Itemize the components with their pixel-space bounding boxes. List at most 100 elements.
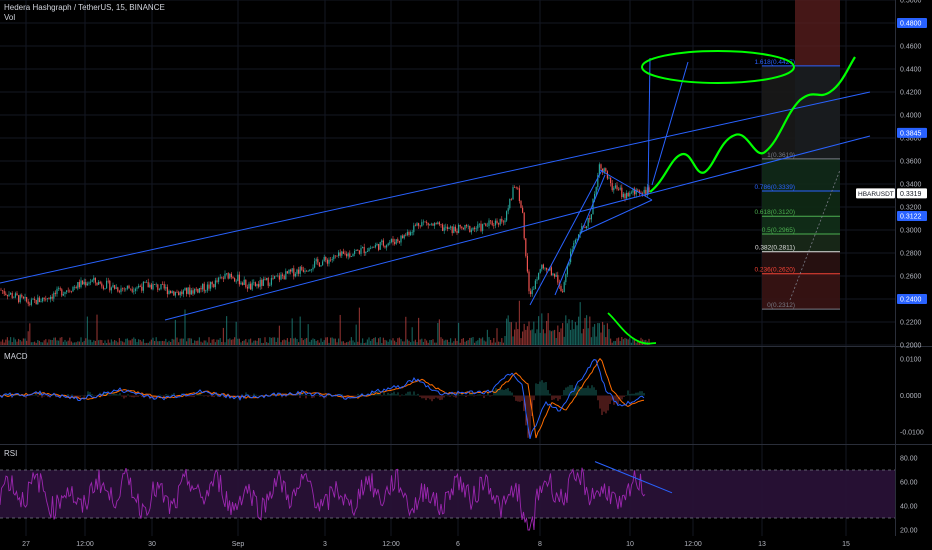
macd-histogram-bar — [117, 394, 119, 396]
macd-histogram-bar — [141, 395, 143, 397]
measured-move-line — [647, 57, 651, 196]
candle-body — [118, 291, 120, 293]
price-series — [0, 162, 650, 307]
macd-histogram-bar — [189, 395, 191, 397]
volume-bar — [48, 339, 50, 345]
volume-bar — [560, 328, 562, 345]
volume-bar — [344, 342, 346, 345]
volume-bar — [326, 337, 328, 345]
time-axis[interactable]: 27 12:00 30 Sep 3 12:00 6 8 10 12:00 13 15 — [22, 541, 850, 548]
volume-bar — [2, 339, 4, 345]
price-tick-label: 0.3800 — [900, 136, 922, 143]
volume-bar — [437, 323, 439, 345]
time-tick-label: 8 — [538, 541, 542, 548]
volume-bar — [515, 322, 517, 345]
macd-histogram-bar — [573, 388, 575, 396]
candle-body — [386, 245, 388, 248]
candle-body — [432, 223, 434, 226]
candle-body — [501, 218, 503, 222]
candle-body — [77, 282, 79, 289]
macd-histogram-bar — [549, 393, 551, 396]
candle-body — [469, 225, 471, 233]
candle-body — [131, 289, 133, 292]
candle-body — [338, 252, 340, 257]
macd-histogram-bar — [309, 395, 311, 396]
current-price-box — [897, 188, 927, 199]
candle-body — [149, 284, 151, 288]
volume-bar — [93, 340, 95, 345]
volume-bar — [325, 337, 327, 345]
candle-body — [597, 175, 599, 188]
candle-body — [21, 294, 23, 297]
candle-body — [402, 235, 404, 239]
candle-body — [205, 290, 207, 292]
volume-bar — [309, 341, 311, 345]
volume-bar — [14, 339, 16, 345]
volume-bar — [528, 321, 530, 345]
volume-bar — [589, 316, 591, 345]
volume-bar — [266, 342, 268, 345]
volume-bar — [576, 325, 578, 345]
candle-body — [411, 232, 413, 233]
macd-histogram-bar — [619, 395, 621, 401]
price-label-box — [897, 294, 927, 304]
candle-body — [258, 284, 260, 287]
volume-bar — [581, 333, 583, 345]
candle-body — [272, 278, 274, 279]
macd-histogram-bar — [593, 387, 595, 396]
candle-body — [419, 225, 421, 227]
volume-bar — [518, 300, 520, 345]
macd-tick-label: -0.0100 — [900, 430, 924, 437]
macd-histogram-bar — [457, 393, 459, 396]
candle-body — [498, 223, 500, 225]
drawing-layer[interactable] — [0, 50, 871, 345]
macd-histogram-bar — [385, 394, 387, 396]
macd-histogram-bar — [155, 395, 157, 399]
volume-bar — [240, 342, 242, 345]
macd-histogram-bar — [557, 395, 559, 401]
macd-histogram-bar — [83, 395, 85, 397]
macd-histogram-bar — [579, 386, 581, 396]
volume-bar — [53, 337, 55, 345]
candle-body — [510, 198, 512, 200]
volume-bar — [165, 338, 167, 345]
volume-bar — [299, 316, 301, 345]
volume-bar — [494, 342, 496, 345]
candle-body — [291, 268, 293, 272]
candle-body — [381, 240, 383, 243]
volume-bar — [8, 340, 10, 345]
volume-bar — [136, 341, 138, 345]
candle-body — [389, 242, 391, 244]
candle-body — [189, 287, 191, 295]
volume-bar — [11, 342, 13, 345]
candle-body — [182, 290, 184, 295]
volume-bar — [130, 340, 132, 345]
volume-bar — [520, 338, 522, 345]
macd-histogram-bar — [633, 393, 635, 396]
price-axis[interactable]: 0.5000 0.4800 0.4600 0.4400 0.4200 0.4000 0.38… — [856, 0, 927, 535]
candle-body — [267, 278, 269, 286]
fib-top-zone — [795, 0, 840, 66]
volume-bar — [598, 323, 600, 345]
candle-body — [293, 268, 295, 277]
volume-bar — [504, 336, 506, 345]
macd-histogram-bar — [475, 395, 477, 396]
volume-bar — [629, 337, 631, 345]
macd-histogram-bar — [515, 395, 517, 401]
volume-bar — [310, 339, 312, 345]
price-label-text: 0.3845 — [900, 130, 922, 137]
candle-body — [51, 296, 53, 299]
macd-histogram-bar — [403, 395, 405, 396]
candle-body — [5, 293, 7, 295]
macd-histogram-bar — [625, 395, 627, 396]
candle-body — [110, 287, 112, 291]
volume-bar — [54, 337, 56, 345]
fib-level-label: 0(0.2312) — [767, 302, 795, 309]
candle-body — [102, 286, 104, 289]
candle-body — [13, 297, 15, 299]
candle-body — [589, 218, 591, 220]
candle-body — [16, 293, 18, 296]
volume-bar — [112, 341, 114, 345]
ticker-label-text: HBARUSDT — [858, 191, 894, 198]
